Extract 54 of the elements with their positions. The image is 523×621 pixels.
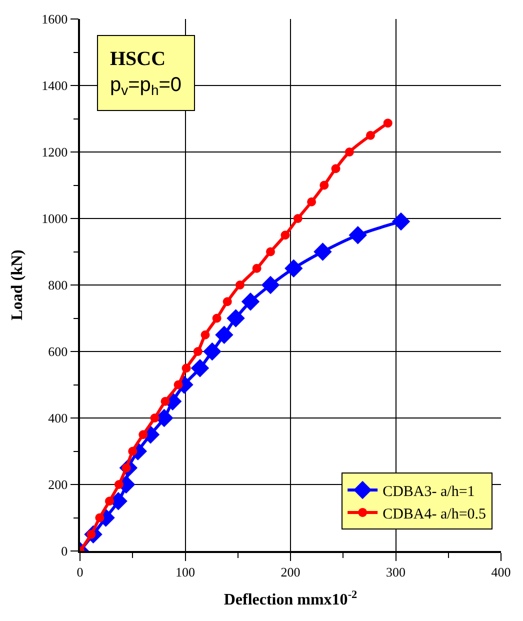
y-tick-label: 1600 [42,12,68,27]
y-tick-label: 0 [61,544,68,559]
point [320,180,329,190]
point [252,264,262,273]
point [128,446,138,456]
annotation: HSCC [110,48,166,70]
point [200,330,210,340]
x-axis-title: Deflection mmx10$^{-2}$ [224,588,358,609]
y-tick-label: 200 [48,477,68,492]
x-tick-label: 400 [491,564,511,580]
point [383,118,392,128]
point [344,148,354,156]
point [307,197,316,206]
point [174,380,183,390]
point [182,364,191,373]
y-tick-label: 1400 [42,78,68,94]
legend-label: CDBA3- a/h=1 [382,484,475,500]
point [114,480,124,489]
point [293,214,302,223]
point [95,513,104,522]
y-tick-label: 1200 [42,144,68,160]
point [235,280,244,290]
x-tick-label: 200 [280,564,300,580]
point [392,212,410,231]
point [366,130,375,140]
point [266,247,275,256]
point [261,276,280,294]
point [226,309,245,328]
point [138,430,148,440]
point [280,230,290,240]
legend-label: CDBA4- a/h=0.5 [382,506,486,522]
point [284,259,303,278]
point [193,347,202,356]
y-axis-title: Load (kN) [9,250,26,320]
y-tick-label: 400 [48,410,68,426]
point [331,164,340,174]
point [203,342,222,361]
y-tick-label: 1000 [42,211,68,226]
y-tick-label: 600 [48,344,68,360]
point [215,326,234,344]
point [212,314,222,323]
point [104,496,114,506]
point [348,226,367,244]
x-tick-label: 300 [386,564,406,580]
x-tick-label: 0 [76,564,84,580]
annotation: p$_{v}$=p$_{h}$=0 [110,74,182,98]
point [314,242,332,261]
y-tick-label: 800 [48,278,68,293]
point [150,414,160,422]
x-tick-label: 100 [176,564,195,580]
point [190,359,210,378]
point [222,297,232,306]
point [160,396,170,406]
point [241,292,260,311]
